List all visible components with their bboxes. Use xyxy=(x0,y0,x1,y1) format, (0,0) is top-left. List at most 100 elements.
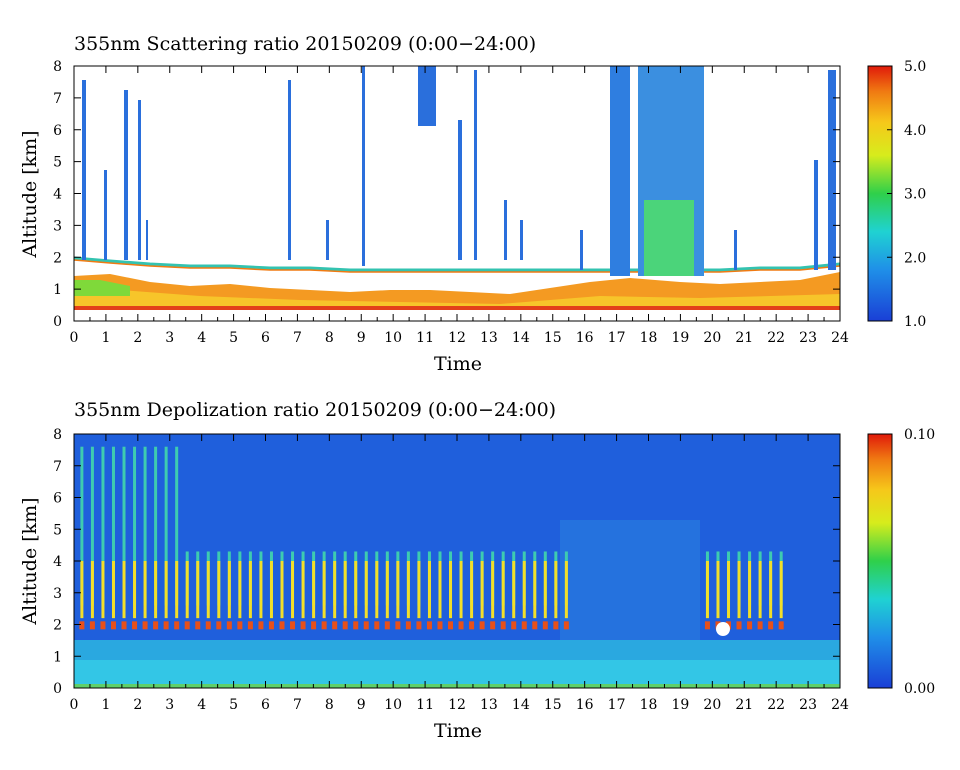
depol-streak-core xyxy=(122,561,126,619)
y-tick-label: 2 xyxy=(53,618,62,634)
depol-streak-base xyxy=(205,621,211,630)
y-tick-label: 2 xyxy=(53,250,62,266)
colorbar-tick-label: 2.0 xyxy=(904,250,926,266)
y-tick-label: 7 xyxy=(53,91,62,107)
depol-streak-base xyxy=(163,621,169,630)
depol-streak-core xyxy=(758,561,762,619)
depol-streak xyxy=(164,446,168,606)
x-tick-label: 5 xyxy=(229,330,238,346)
depol-streak-core xyxy=(449,561,453,619)
depol-streak-core xyxy=(185,561,189,619)
scattering-y-axis: 0 1 2 3 4 5 6 7 8 xyxy=(53,59,840,330)
depol-streak-core xyxy=(501,561,505,619)
x-tick-label: 22 xyxy=(767,697,785,713)
x-tick-label: 19 xyxy=(672,697,690,713)
x-tick-label: 6 xyxy=(261,697,270,713)
depol-streak-core xyxy=(543,561,547,619)
x-tick-label: 18 xyxy=(640,697,658,713)
y-tick-label: 7 xyxy=(53,459,62,475)
depol-streak xyxy=(101,446,105,606)
x-tick-label: 9 xyxy=(357,330,366,346)
depol-streak-core xyxy=(748,561,752,619)
depol-streak-core xyxy=(716,561,720,619)
colorbar-tick-label: 5.0 xyxy=(904,59,926,75)
depol-streak-core xyxy=(206,561,210,619)
depol-streak-base xyxy=(736,621,742,630)
depol-streak-base xyxy=(195,621,201,630)
depol-streak-base xyxy=(405,621,411,630)
scattering-xlabel: Time xyxy=(434,353,482,375)
depol-streak-core xyxy=(217,561,221,619)
depol-streak-base xyxy=(290,621,296,630)
x-tick-label: 6 xyxy=(261,330,270,346)
x-tick-label: 20 xyxy=(703,697,721,713)
scattering-title: 355nm Scattering ratio 20150209 (0:00−24… xyxy=(74,33,536,55)
depol-streak-base xyxy=(279,621,285,630)
depol-streak-core xyxy=(238,561,242,619)
depol-streak-base xyxy=(216,621,222,630)
x-tick-label: 8 xyxy=(325,697,334,713)
colorbar-tick-label: 0.00 xyxy=(904,681,935,697)
y-tick-label: 6 xyxy=(53,491,62,507)
depol-streak-core xyxy=(143,561,147,619)
depol-streak-core xyxy=(491,561,495,619)
x-tick-label: 5 xyxy=(229,697,238,713)
depol-streak-core xyxy=(301,561,305,619)
x-tick-label: 18 xyxy=(640,330,658,346)
x-tick-label: 15 xyxy=(544,330,562,346)
depol-streak-core xyxy=(522,561,526,619)
depol-streak-core xyxy=(248,561,252,619)
depol-streak-base xyxy=(342,621,348,630)
x-tick-label: 9 xyxy=(357,697,366,713)
scattering-background xyxy=(74,66,840,321)
depol-streak-core xyxy=(333,561,337,619)
depolarization-y-axis: 0 1 2 3 4 5 6 7 8 xyxy=(53,427,840,697)
depol-streak-base xyxy=(469,621,475,630)
depol-streak-base xyxy=(448,621,454,630)
y-tick-label: 6 xyxy=(53,123,62,139)
depolarization-colorbar xyxy=(867,433,893,689)
colorbar-tick-label: 4.0 xyxy=(904,123,926,139)
depol-streak-base xyxy=(258,621,264,630)
depol-streak-base xyxy=(704,621,710,630)
depol-streak xyxy=(175,446,179,606)
depolarization-x-axis: 0 1 2 3 4 5 6 7 8 9 10 11 12 13 14 15 16 17 18 19 20 21 22 23 24 xyxy=(70,434,849,713)
depolarization-streaks xyxy=(79,446,784,630)
depol-streak-core xyxy=(154,561,158,619)
depol-streak-base xyxy=(153,621,159,630)
depol-streak-base xyxy=(311,621,317,630)
depolarization-title: 355nm Depolization ratio 20150209 (0:00−… xyxy=(74,399,556,421)
depol-streak-base xyxy=(268,621,274,630)
depol-streak-core xyxy=(779,561,783,619)
y-tick-label: 0 xyxy=(53,681,62,697)
depol-streak-base xyxy=(321,621,327,630)
x-tick-label: 17 xyxy=(608,697,626,713)
depol-streak-core xyxy=(727,561,731,619)
depol-streak-base xyxy=(363,621,369,630)
depol-streak-base xyxy=(374,621,380,630)
depol-streak-core xyxy=(459,561,463,619)
depol-streak-base xyxy=(532,621,538,630)
depol-streak-base xyxy=(521,621,527,630)
x-tick-label: 4 xyxy=(197,330,206,346)
y-tick-label: 5 xyxy=(53,522,62,538)
depol-streak-base xyxy=(300,621,306,630)
depol-streak-base xyxy=(226,621,232,630)
x-tick-label: 0 xyxy=(70,697,79,713)
depol-streak xyxy=(143,446,147,606)
depol-streak-base xyxy=(110,621,116,630)
depol-streak-core xyxy=(322,561,326,619)
x-tick-label: 21 xyxy=(735,697,753,713)
x-tick-label: 3 xyxy=(165,697,174,713)
depol-streak-core xyxy=(396,561,400,619)
depol-streak-core xyxy=(512,561,516,619)
depol-streak-core xyxy=(417,561,421,619)
x-tick-label: 10 xyxy=(384,330,402,346)
depol-streak-core xyxy=(564,561,568,619)
depol-streak-core xyxy=(769,561,773,619)
depol-streak-core xyxy=(259,561,263,619)
x-tick-label: 1 xyxy=(101,330,110,346)
scattering-cloud-line xyxy=(74,256,840,272)
depol-streak-core xyxy=(133,561,137,619)
depol-streak-base xyxy=(563,621,569,630)
